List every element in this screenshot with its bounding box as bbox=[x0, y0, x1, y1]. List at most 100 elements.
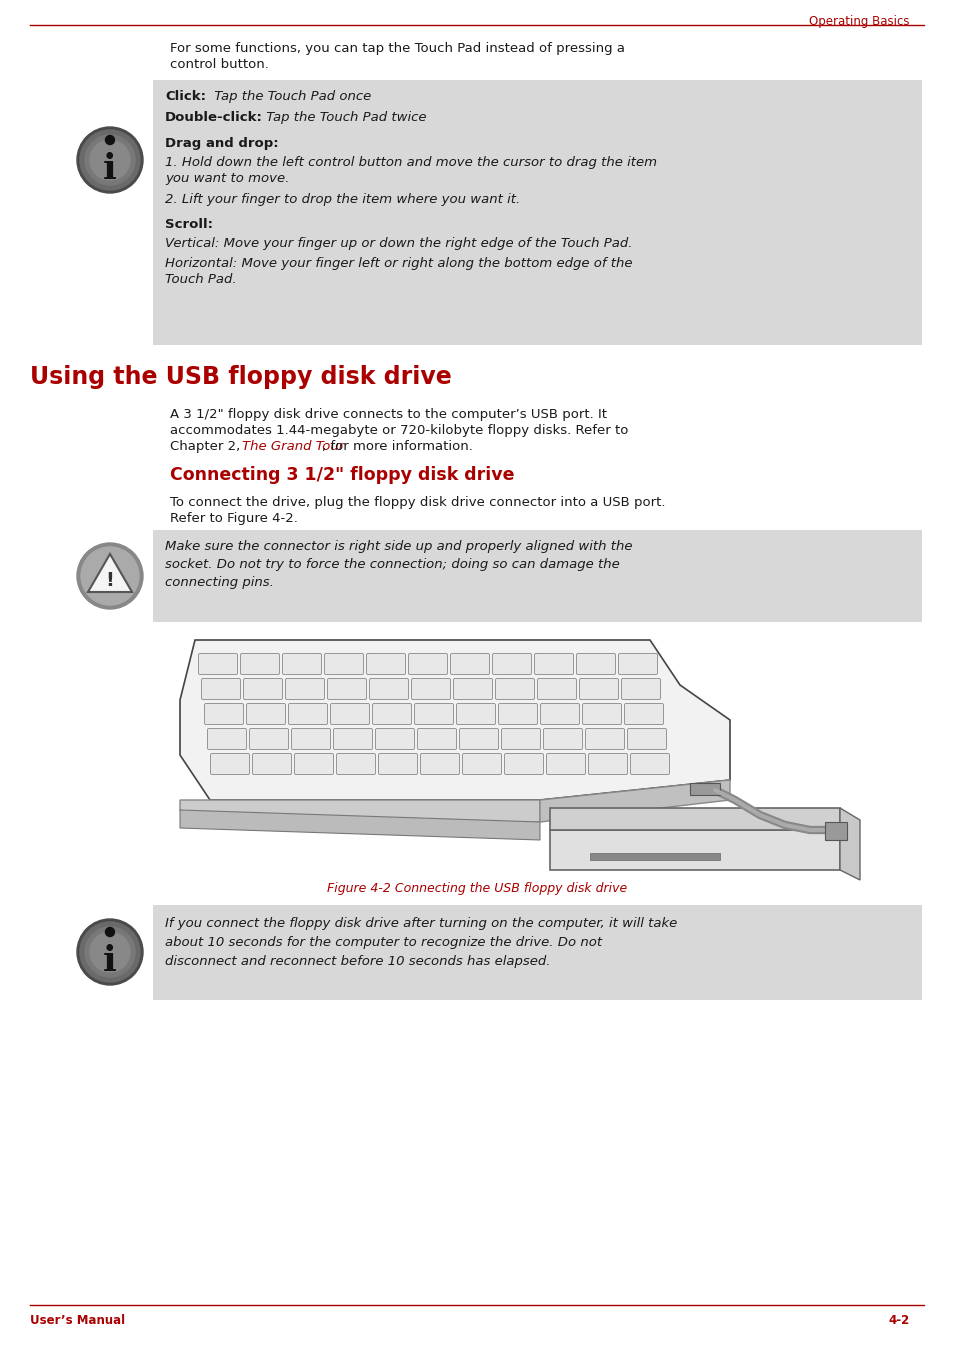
FancyBboxPatch shape bbox=[504, 754, 543, 774]
FancyBboxPatch shape bbox=[240, 653, 279, 674]
FancyBboxPatch shape bbox=[453, 679, 492, 700]
FancyBboxPatch shape bbox=[152, 905, 921, 1000]
Text: If you connect the floppy disk drive after turning on the computer, it will take: If you connect the floppy disk drive aft… bbox=[165, 917, 677, 929]
Polygon shape bbox=[840, 808, 859, 880]
Text: disconnect and reconnect before 10 seconds has elapsed.: disconnect and reconnect before 10 secon… bbox=[165, 955, 550, 969]
Text: socket. Do not try to force the connection; doing so can damage the: socket. Do not try to force the connecti… bbox=[165, 558, 619, 571]
Text: Chapter 2,: Chapter 2, bbox=[170, 440, 244, 453]
Circle shape bbox=[90, 140, 130, 179]
FancyBboxPatch shape bbox=[208, 728, 246, 750]
FancyBboxPatch shape bbox=[420, 754, 459, 774]
Text: Tap the Touch Pad once: Tap the Touch Pad once bbox=[210, 90, 371, 103]
FancyBboxPatch shape bbox=[372, 703, 411, 724]
FancyBboxPatch shape bbox=[152, 530, 921, 622]
FancyBboxPatch shape bbox=[334, 728, 372, 750]
Polygon shape bbox=[539, 780, 729, 822]
Text: Refer to Figure 4-2.: Refer to Figure 4-2. bbox=[170, 513, 297, 525]
FancyBboxPatch shape bbox=[417, 728, 456, 750]
FancyBboxPatch shape bbox=[620, 679, 659, 700]
FancyBboxPatch shape bbox=[366, 653, 405, 674]
Text: To connect the drive, plug the floppy disk drive connector into a USB port.: To connect the drive, plug the floppy di… bbox=[170, 496, 665, 509]
Polygon shape bbox=[180, 639, 729, 800]
FancyBboxPatch shape bbox=[501, 728, 540, 750]
FancyBboxPatch shape bbox=[250, 728, 288, 750]
FancyBboxPatch shape bbox=[630, 754, 669, 774]
FancyBboxPatch shape bbox=[589, 853, 720, 861]
FancyBboxPatch shape bbox=[534, 653, 573, 674]
Circle shape bbox=[85, 927, 135, 977]
Text: 4-2: 4-2 bbox=[888, 1314, 909, 1327]
Text: accommodates 1.44-megabyte or 720-kilobyte floppy disks. Refer to: accommodates 1.44-megabyte or 720-kiloby… bbox=[170, 424, 628, 437]
Circle shape bbox=[81, 546, 139, 604]
FancyBboxPatch shape bbox=[582, 703, 620, 724]
Text: For some functions, you can tap the Touch Pad instead of pressing a: For some functions, you can tap the Touc… bbox=[170, 42, 624, 55]
FancyBboxPatch shape bbox=[327, 679, 366, 700]
FancyBboxPatch shape bbox=[369, 679, 408, 700]
FancyBboxPatch shape bbox=[576, 653, 615, 674]
Circle shape bbox=[77, 544, 143, 608]
Circle shape bbox=[80, 921, 140, 982]
Text: 1. Hold down the left control button and move the cursor to drag the item: 1. Hold down the left control button and… bbox=[165, 156, 657, 169]
Text: A 3 1/2" floppy disk drive connects to the computer’s USB port. It: A 3 1/2" floppy disk drive connects to t… bbox=[170, 407, 606, 421]
FancyBboxPatch shape bbox=[540, 703, 578, 724]
FancyBboxPatch shape bbox=[627, 728, 666, 750]
FancyBboxPatch shape bbox=[492, 653, 531, 674]
Polygon shape bbox=[550, 808, 840, 830]
Text: Scroll:: Scroll: bbox=[165, 219, 213, 231]
FancyBboxPatch shape bbox=[585, 728, 624, 750]
FancyBboxPatch shape bbox=[294, 754, 334, 774]
FancyBboxPatch shape bbox=[459, 728, 498, 750]
Circle shape bbox=[85, 135, 135, 185]
FancyBboxPatch shape bbox=[201, 679, 240, 700]
FancyBboxPatch shape bbox=[578, 679, 618, 700]
Text: control button.: control button. bbox=[170, 58, 269, 71]
Circle shape bbox=[77, 919, 143, 985]
FancyBboxPatch shape bbox=[246, 703, 285, 724]
FancyBboxPatch shape bbox=[330, 703, 369, 724]
FancyBboxPatch shape bbox=[588, 754, 627, 774]
Text: Operating Basics: Operating Basics bbox=[809, 15, 909, 28]
Text: Drag and drop:: Drag and drop: bbox=[165, 138, 278, 150]
FancyBboxPatch shape bbox=[456, 703, 495, 724]
FancyBboxPatch shape bbox=[824, 822, 846, 840]
FancyBboxPatch shape bbox=[537, 679, 576, 700]
FancyBboxPatch shape bbox=[282, 653, 321, 674]
FancyBboxPatch shape bbox=[462, 754, 501, 774]
Circle shape bbox=[80, 130, 140, 190]
Text: Tap the Touch Pad twice: Tap the Touch Pad twice bbox=[262, 111, 426, 124]
FancyBboxPatch shape bbox=[543, 728, 582, 750]
Circle shape bbox=[77, 127, 143, 193]
Text: Click:: Click: bbox=[165, 90, 206, 103]
FancyBboxPatch shape bbox=[211, 754, 250, 774]
Polygon shape bbox=[88, 554, 132, 592]
Text: Connecting 3 1/2" floppy disk drive: Connecting 3 1/2" floppy disk drive bbox=[170, 465, 514, 484]
Text: !: ! bbox=[106, 571, 114, 590]
FancyBboxPatch shape bbox=[292, 728, 330, 750]
Text: i: i bbox=[103, 152, 117, 186]
FancyBboxPatch shape bbox=[378, 754, 417, 774]
FancyBboxPatch shape bbox=[336, 754, 375, 774]
FancyBboxPatch shape bbox=[450, 653, 489, 674]
Text: Double-click:: Double-click: bbox=[165, 111, 263, 124]
FancyBboxPatch shape bbox=[198, 653, 237, 674]
Polygon shape bbox=[180, 809, 539, 840]
Text: Using the USB floppy disk drive: Using the USB floppy disk drive bbox=[30, 366, 452, 389]
FancyBboxPatch shape bbox=[618, 653, 657, 674]
Text: Touch Pad.: Touch Pad. bbox=[165, 272, 236, 286]
Text: Vertical: Move your finger up or down the right edge of the Touch Pad.: Vertical: Move your finger up or down th… bbox=[165, 237, 632, 250]
Text: i: i bbox=[103, 944, 117, 978]
Circle shape bbox=[106, 928, 114, 936]
FancyBboxPatch shape bbox=[411, 679, 450, 700]
FancyBboxPatch shape bbox=[243, 679, 282, 700]
Text: The Grand Tour: The Grand Tour bbox=[242, 440, 344, 453]
FancyBboxPatch shape bbox=[152, 80, 921, 345]
FancyBboxPatch shape bbox=[204, 703, 243, 724]
Text: Figure 4-2 Connecting the USB floppy disk drive: Figure 4-2 Connecting the USB floppy dis… bbox=[327, 882, 626, 894]
Text: Make sure the connector is right side up and properly aligned with the: Make sure the connector is right side up… bbox=[165, 540, 632, 553]
FancyBboxPatch shape bbox=[546, 754, 585, 774]
FancyBboxPatch shape bbox=[495, 679, 534, 700]
Polygon shape bbox=[550, 830, 840, 870]
Circle shape bbox=[106, 135, 114, 144]
FancyBboxPatch shape bbox=[498, 703, 537, 724]
Text: 2. Lift your finger to drop the item where you want it.: 2. Lift your finger to drop the item whe… bbox=[165, 193, 519, 206]
